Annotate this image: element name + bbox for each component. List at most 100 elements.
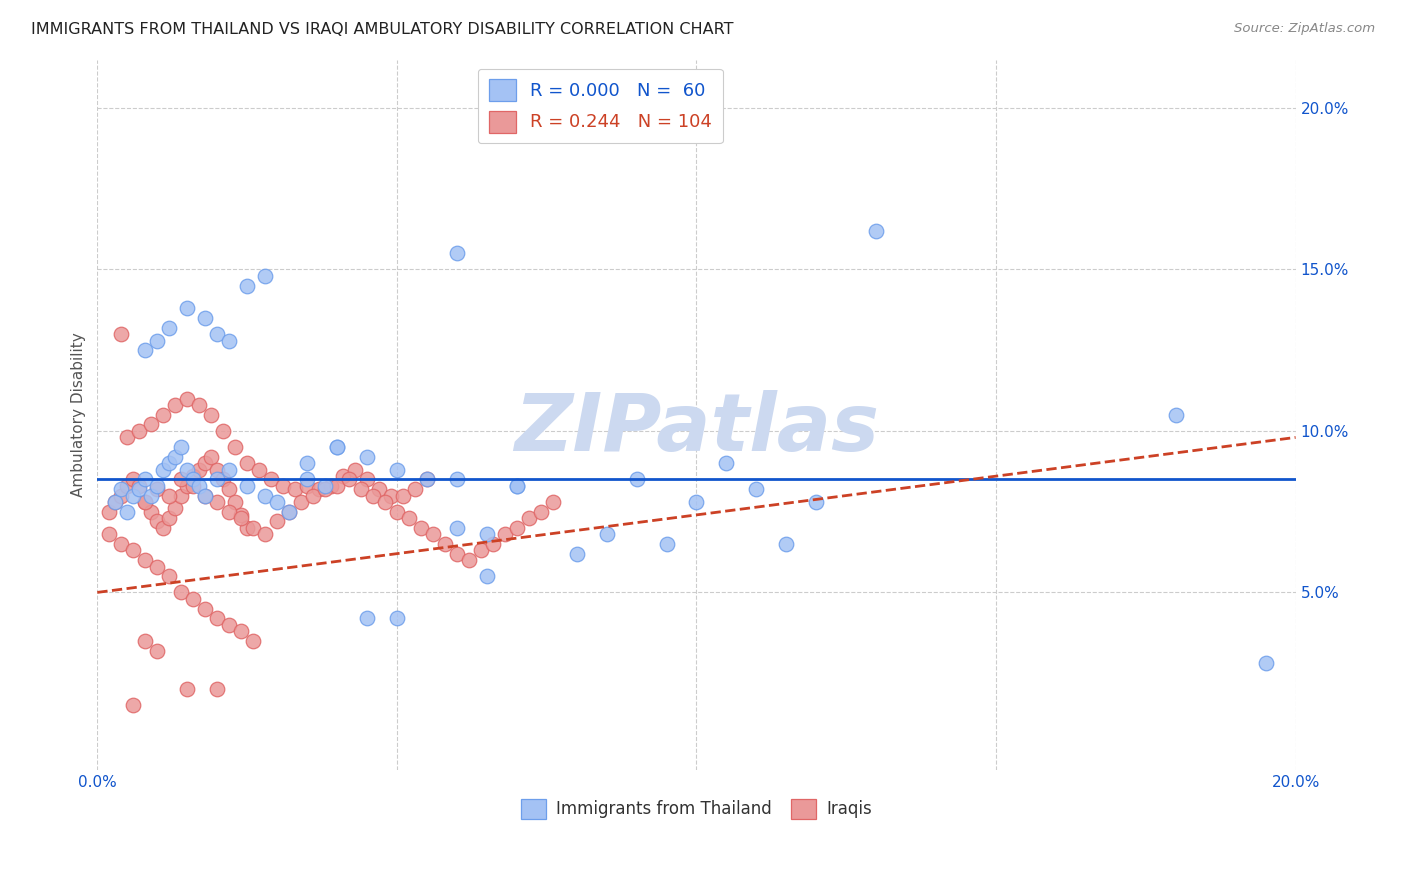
Point — [157, 511, 180, 525]
Point — [218, 463, 240, 477]
Point — [446, 246, 468, 260]
Point — [530, 505, 553, 519]
Point — [326, 440, 349, 454]
Point — [278, 505, 301, 519]
Point — [494, 527, 516, 541]
Point — [194, 489, 217, 503]
Point — [170, 472, 193, 486]
Point — [218, 505, 240, 519]
Point — [104, 495, 127, 509]
Point — [146, 643, 169, 657]
Y-axis label: Ambulatory Disability: Ambulatory Disability — [72, 333, 86, 497]
Point — [481, 537, 503, 551]
Point — [236, 278, 259, 293]
Point — [205, 611, 228, 625]
Point — [231, 624, 253, 639]
Point — [332, 469, 354, 483]
Point — [122, 698, 145, 713]
Point — [200, 450, 222, 464]
Point — [104, 495, 127, 509]
Point — [247, 463, 270, 477]
Point — [141, 489, 163, 503]
Point — [176, 479, 198, 493]
Point — [302, 489, 325, 503]
Point — [254, 268, 277, 283]
Point — [1254, 657, 1277, 671]
Point — [134, 343, 156, 358]
Point — [470, 543, 492, 558]
Point — [290, 495, 312, 509]
Point — [404, 482, 426, 496]
Point — [176, 682, 198, 697]
Point — [368, 482, 391, 496]
Point — [242, 633, 264, 648]
Point — [218, 617, 240, 632]
Point — [176, 463, 198, 477]
Point — [595, 527, 617, 541]
Point — [205, 472, 228, 486]
Point — [224, 440, 246, 454]
Point — [475, 569, 498, 583]
Point — [385, 463, 408, 477]
Point — [626, 472, 648, 486]
Point — [205, 495, 228, 509]
Point — [1164, 408, 1187, 422]
Point — [194, 310, 217, 325]
Point — [134, 553, 156, 567]
Point — [284, 482, 307, 496]
Point — [98, 527, 121, 541]
Point — [134, 472, 156, 486]
Point — [194, 456, 217, 470]
Text: IMMIGRANTS FROM THAILAND VS IRAQI AMBULATORY DISABILITY CORRELATION CHART: IMMIGRANTS FROM THAILAND VS IRAQI AMBULA… — [31, 22, 734, 37]
Point — [176, 392, 198, 406]
Point — [314, 479, 336, 493]
Text: Source: ZipAtlas.com: Source: ZipAtlas.com — [1234, 22, 1375, 36]
Point — [152, 463, 174, 477]
Point — [188, 398, 211, 412]
Point — [655, 537, 678, 551]
Point — [314, 482, 336, 496]
Point — [236, 479, 259, 493]
Point — [110, 537, 132, 551]
Point — [236, 521, 259, 535]
Point — [181, 479, 204, 493]
Point — [141, 505, 163, 519]
Point — [231, 508, 253, 522]
Point — [146, 479, 169, 493]
Point — [128, 424, 150, 438]
Point — [457, 553, 479, 567]
Point — [152, 408, 174, 422]
Point — [212, 424, 235, 438]
Point — [212, 472, 235, 486]
Point — [122, 489, 145, 503]
Point — [152, 521, 174, 535]
Point — [337, 472, 360, 486]
Point — [374, 495, 396, 509]
Point — [242, 521, 264, 535]
Point — [218, 482, 240, 496]
Point — [565, 547, 588, 561]
Point — [146, 559, 169, 574]
Point — [146, 482, 169, 496]
Point — [218, 334, 240, 348]
Point — [361, 489, 384, 503]
Point — [117, 479, 139, 493]
Point — [260, 472, 283, 486]
Point — [385, 505, 408, 519]
Point — [326, 440, 349, 454]
Point — [356, 472, 378, 486]
Point — [433, 537, 456, 551]
Point — [506, 479, 529, 493]
Point — [392, 489, 415, 503]
Point — [409, 521, 432, 535]
Point — [134, 495, 156, 509]
Point — [205, 327, 228, 342]
Point — [295, 479, 318, 493]
Point — [110, 482, 132, 496]
Point — [194, 489, 217, 503]
Point — [295, 472, 318, 486]
Point — [110, 489, 132, 503]
Point — [134, 495, 156, 509]
Point — [181, 591, 204, 606]
Point — [254, 489, 277, 503]
